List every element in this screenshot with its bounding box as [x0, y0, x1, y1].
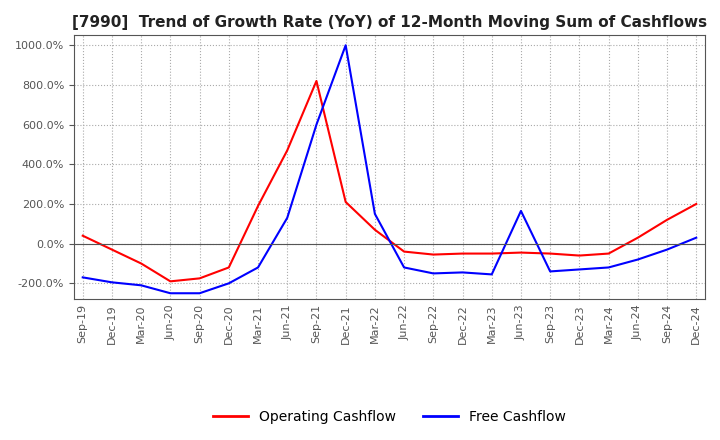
- Operating Cashflow: [692, 202, 701, 207]
- Operating Cashflow: [78, 233, 87, 238]
- Free Cashflow: [604, 265, 613, 270]
- Free Cashflow: [458, 270, 467, 275]
- Free Cashflow: [225, 281, 233, 286]
- Operating Cashflow: [341, 199, 350, 205]
- Free Cashflow: [195, 290, 204, 296]
- Free Cashflow: [634, 257, 642, 262]
- Operating Cashflow: [166, 279, 175, 284]
- Operating Cashflow: [283, 148, 292, 153]
- Operating Cashflow: [137, 261, 145, 266]
- Free Cashflow: [253, 265, 262, 270]
- Free Cashflow: [107, 280, 116, 285]
- Free Cashflow: [429, 271, 438, 276]
- Operating Cashflow: [107, 247, 116, 252]
- Operating Cashflow: [517, 250, 526, 255]
- Operating Cashflow: [546, 251, 554, 256]
- Operating Cashflow: [253, 203, 262, 209]
- Operating Cashflow: [371, 227, 379, 232]
- Line: Operating Cashflow: Operating Cashflow: [83, 81, 696, 281]
- Line: Free Cashflow: Free Cashflow: [83, 45, 696, 293]
- Operating Cashflow: [634, 235, 642, 240]
- Operating Cashflow: [458, 251, 467, 256]
- Operating Cashflow: [604, 251, 613, 256]
- Free Cashflow: [371, 211, 379, 216]
- Free Cashflow: [546, 269, 554, 274]
- Operating Cashflow: [195, 276, 204, 281]
- Free Cashflow: [283, 215, 292, 220]
- Free Cashflow: [692, 235, 701, 240]
- Title: [7990]  Trend of Growth Rate (YoY) of 12-Month Moving Sum of Cashflows: [7990] Trend of Growth Rate (YoY) of 12-…: [72, 15, 707, 30]
- Operating Cashflow: [312, 78, 321, 84]
- Operating Cashflow: [429, 252, 438, 257]
- Free Cashflow: [575, 267, 584, 272]
- Free Cashflow: [166, 290, 175, 296]
- Free Cashflow: [487, 272, 496, 277]
- Operating Cashflow: [225, 265, 233, 270]
- Free Cashflow: [312, 122, 321, 127]
- Free Cashflow: [400, 265, 408, 270]
- Operating Cashflow: [400, 249, 408, 254]
- Free Cashflow: [662, 247, 671, 252]
- Free Cashflow: [517, 208, 526, 213]
- Free Cashflow: [137, 282, 145, 288]
- Free Cashflow: [341, 43, 350, 48]
- Legend: Operating Cashflow, Free Cashflow: Operating Cashflow, Free Cashflow: [207, 404, 572, 429]
- Operating Cashflow: [662, 217, 671, 223]
- Operating Cashflow: [575, 253, 584, 258]
- Operating Cashflow: [487, 251, 496, 256]
- Free Cashflow: [78, 275, 87, 280]
